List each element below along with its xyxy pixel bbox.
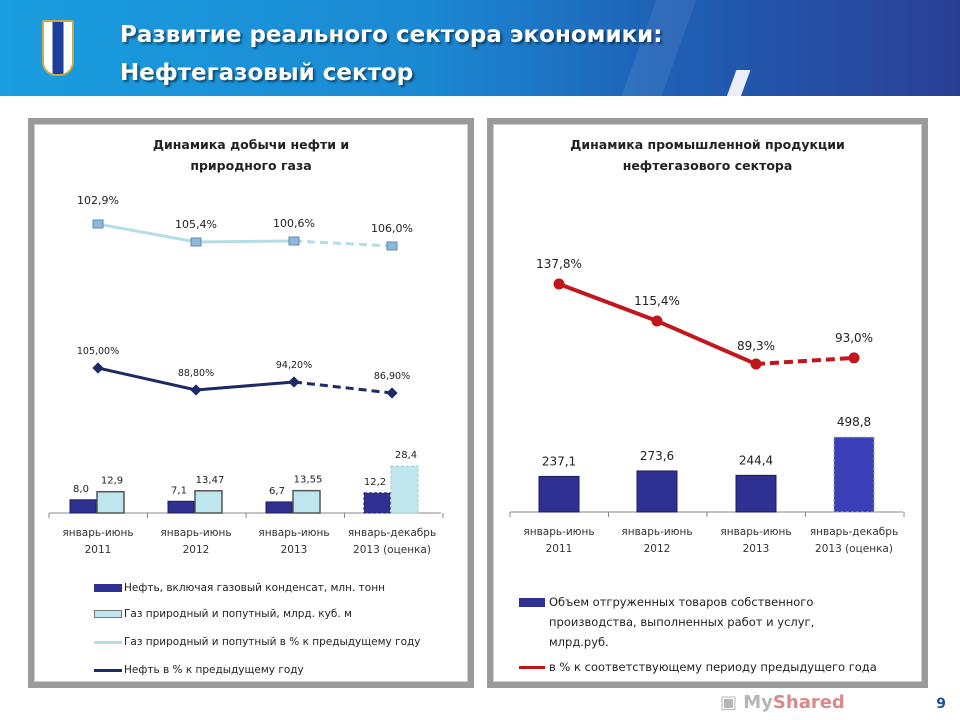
gas-pct-marker (190, 237, 202, 247)
legend-label: Объем отгруженных товаров собственного п… (549, 595, 815, 649)
pct-label: 93,0% (835, 331, 873, 345)
bar-label: 498,8 (837, 415, 871, 429)
x-tick-label: январь-июнь (160, 527, 231, 539)
x-tick-label: январь-июнь (62, 527, 133, 539)
bar-label: 7,1 (171, 485, 187, 496)
legend-label: Газ природный и попутный в % к предыдуще… (124, 636, 421, 648)
bar-label: 237,1 (542, 454, 576, 468)
legend-label: в % к соответствующему периоду предыдуще… (549, 660, 877, 674)
bar-volume (735, 474, 777, 513)
pct-marker (553, 278, 565, 290)
gas-pct-label: 106,0% (371, 222, 413, 235)
x-tick-label: 2013 (оценка) (815, 543, 893, 555)
bar-volume (833, 436, 875, 513)
oil-pct-marker (288, 376, 300, 388)
x-tick-label: январь-декабрь (348, 527, 436, 539)
bar-label: 6,7 (269, 486, 285, 497)
oil-pct-marker (190, 384, 202, 396)
bar-label: 13,55 (294, 475, 323, 486)
oil-pct-marker (386, 387, 398, 399)
legend-label: Газ природный и попутный, млрд. куб. м (124, 608, 352, 620)
x-tick-label: январь-июнь (720, 526, 791, 538)
x-tick-label: 2012 (183, 544, 210, 556)
oil-pct-label: 94,20% (276, 360, 312, 371)
gas-pct-label: 102,9% (77, 194, 119, 207)
oil-pct-label: 105,00% (77, 346, 119, 357)
pct-line-forecast (755, 355, 855, 367)
left-chart: январь-июнь 2011 январь-июнь 2012 январь-июн… (48, 194, 444, 556)
page-subtitle: Нефтегазовый сектор (120, 60, 414, 86)
gas-pct-marker (386, 241, 398, 251)
bar-oil (167, 500, 195, 514)
page-number: 9 (936, 696, 946, 712)
bar-gas (96, 490, 125, 514)
bar-label: 273,6 (640, 449, 674, 463)
right-chart-title: Динамика промышленной продукции нефтегаз… (570, 137, 845, 173)
bar-gas (292, 489, 321, 514)
oil-pct-line-forecast (293, 380, 393, 395)
x-tick-label: 2013 (оценка) (353, 544, 431, 556)
watermark: ▣ MyShared (720, 692, 845, 713)
gas-pct-line-forecast (293, 239, 393, 248)
gas-pct-marker (92, 219, 104, 229)
legend-swatch (519, 598, 545, 607)
legend-swatch (94, 640, 122, 644)
page-title: Развитие реального сектора экономики: (120, 22, 663, 48)
bar-volume (538, 475, 580, 513)
x-tick-label: 2012 (644, 543, 671, 555)
x-tick-label: январь-июнь (523, 526, 594, 538)
bar-label: 8,0 (73, 484, 89, 495)
x-tick-label: 2011 (85, 544, 112, 556)
oil-pct-label: 88,80% (178, 368, 214, 379)
legend-pct: в % к соответствующему периоду предыдуще… (519, 660, 877, 674)
pct-marker (848, 352, 860, 364)
bar-gas (194, 490, 223, 514)
bar-oil (265, 501, 293, 514)
pct-label: 115,4% (634, 294, 680, 308)
oil-pct-marker (92, 362, 104, 374)
pct-label: 89,3% (737, 339, 775, 353)
left-chart-panel: Динамика добычи нефти и природного газа … (28, 118, 474, 688)
oil-pct-label: 86,90% (374, 371, 410, 382)
x-tick-label: январь-декабрь (810, 526, 898, 538)
pct-marker (651, 315, 663, 327)
legend-volume: Объем отгруженных товаров собственного п… (519, 592, 849, 652)
legend-swatch (519, 665, 545, 669)
pct-marker (750, 358, 762, 370)
bar-volume (636, 470, 678, 513)
x-tick-label: январь-июнь (258, 527, 329, 539)
legend-label: Нефть в % к предыдущему году (124, 664, 304, 676)
legend-oil-pct: Нефть в % к предыдущему году (94, 664, 304, 676)
legend-oil: Нефть, включая газовый конденсат, млн. т… (94, 582, 385, 594)
right-chart: январь-июнь 2011 январь-июнь 2012 январь-июн… (509, 257, 905, 555)
bar-gas (390, 465, 419, 514)
right-chart-panel: Динамика промышленной продукции нефтегаз… (487, 118, 928, 688)
gas-pct-label: 100,6% (273, 217, 315, 230)
pct-label: 137,8% (536, 257, 582, 271)
bar-label: 12,2 (364, 477, 386, 488)
x-tick-label: январь-июнь (621, 526, 692, 538)
bar-label: 13,47 (196, 475, 225, 486)
legend-swatch (94, 610, 122, 618)
left-chart-title: Динамика добычи нефти и природного газа (152, 137, 350, 173)
bar-label: 12,9 (101, 476, 123, 487)
x-tick-label: 2013 (743, 543, 770, 555)
x-tick-label: 2013 (281, 544, 308, 556)
bar-label: 244,4 (739, 453, 773, 467)
legend-gas: Газ природный и попутный, млрд. куб. м (94, 608, 352, 620)
legend-label: Нефть, включая газовый конденсат, млн. т… (124, 582, 385, 594)
bar-oil (363, 492, 391, 514)
legend-swatch (94, 668, 122, 672)
header-banner: Развитие реального сектора экономики: Не… (0, 0, 960, 96)
legend-gas-pct: Газ природный и попутный в % к предыдуще… (94, 636, 421, 648)
bar-label: 28,4 (395, 450, 417, 461)
x-tick-label: 2011 (546, 543, 573, 555)
legend-swatch (94, 584, 122, 592)
coat-of-arms-icon (42, 20, 74, 76)
gas-pct-label: 105,4% (175, 218, 217, 231)
bar-oil (69, 499, 97, 514)
gas-pct-marker (288, 236, 300, 246)
